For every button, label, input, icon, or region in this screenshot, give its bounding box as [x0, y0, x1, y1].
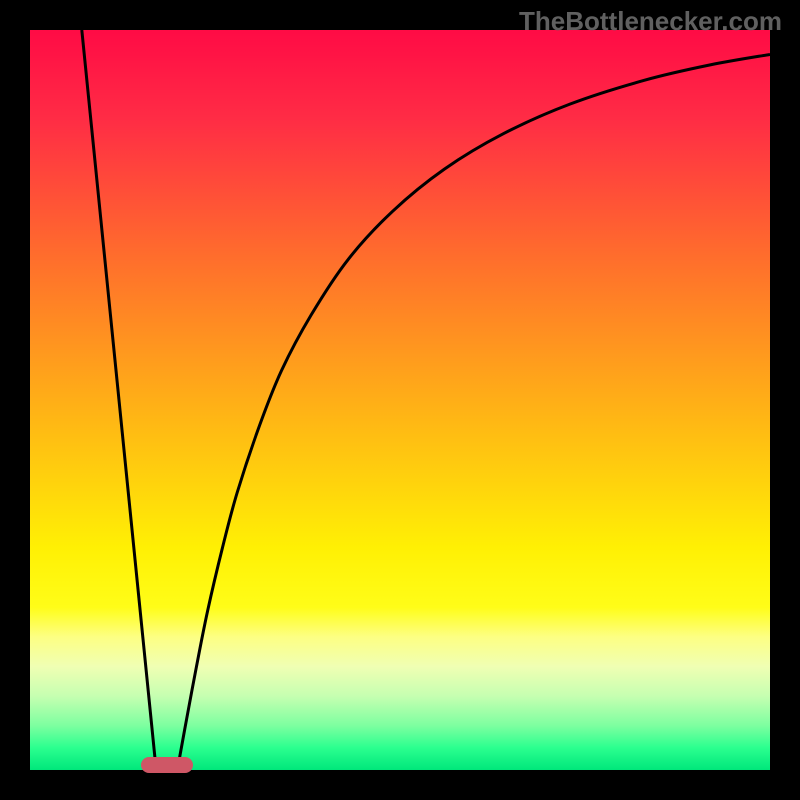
curve-layer	[30, 30, 770, 770]
curve-right-branch	[178, 54, 770, 766]
plot-area	[30, 30, 770, 770]
chart-container: TheBottlenecker.com	[0, 0, 800, 800]
watermark-text: TheBottlenecker.com	[519, 6, 782, 37]
curve-left-branch	[82, 30, 156, 766]
minimum-marker	[141, 757, 193, 773]
gradient-background	[30, 30, 770, 770]
